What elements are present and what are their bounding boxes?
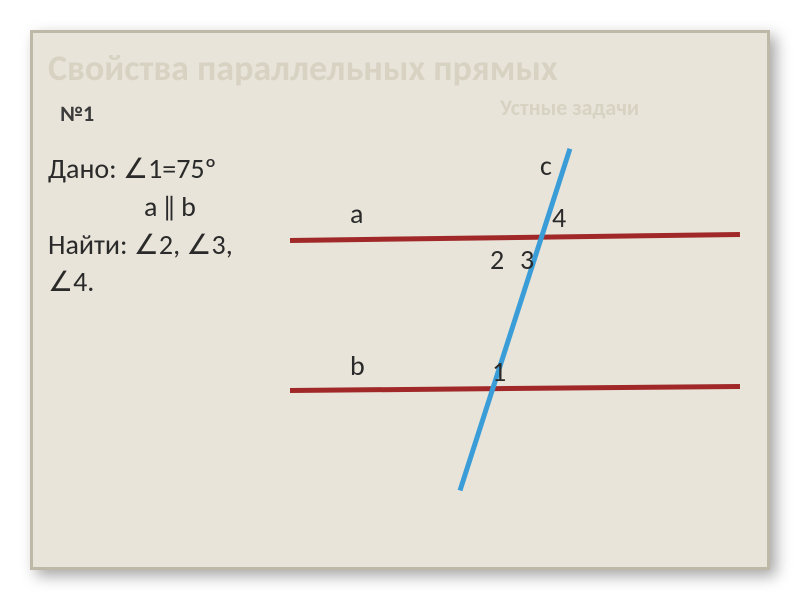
given-block: Дано: ∠1=75º a ‖ b Найти: ∠2, ∠3, ∠4. (48, 150, 233, 301)
line-c (458, 147, 573, 491)
slide-subtitle: Устные задачи (500, 94, 639, 121)
angle-1: 1 (492, 354, 506, 389)
angle-2: 2 (490, 242, 504, 277)
line-b (290, 384, 740, 393)
given-line-2: a ‖ b (48, 188, 233, 226)
given-line-4: ∠4. (48, 263, 233, 301)
angle-4: 4 (552, 200, 566, 235)
line-a (290, 232, 740, 243)
given-line-1: Дано: ∠1=75º (48, 150, 233, 188)
slide: Свойства параллельных прямых Устные зада… (0, 0, 800, 600)
label-a: a (350, 196, 363, 231)
given-line-3: Найти: ∠2, ∠3, (48, 226, 233, 264)
angle-3: 3 (520, 242, 534, 277)
problem-number: №1 (60, 100, 94, 127)
geometry-diagram: a b c 1 2 3 4 (260, 130, 760, 510)
label-b: b (350, 348, 365, 383)
slide-title: Свойства параллельных прямых (48, 46, 558, 90)
label-c: c (540, 148, 552, 183)
